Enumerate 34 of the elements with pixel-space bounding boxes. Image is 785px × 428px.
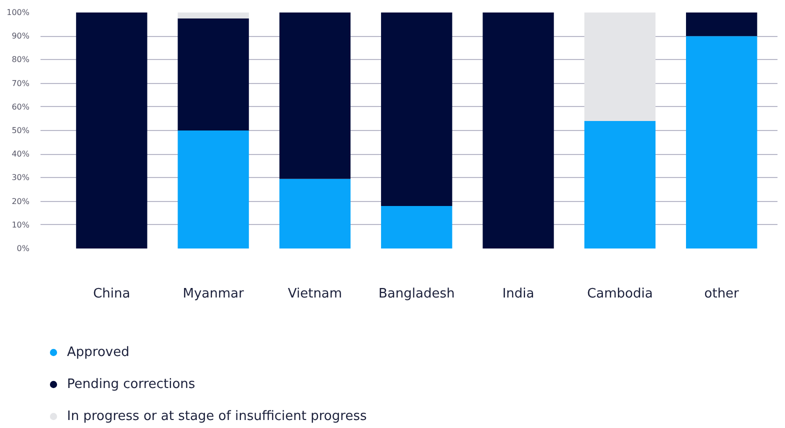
bar: [381, 206, 452, 248]
bar: [584, 12, 656, 122]
y-tick-label: 30%: [12, 173, 30, 182]
y-tick-label: 70%: [12, 78, 30, 88]
x-tick-label: other: [704, 286, 740, 302]
bar: [178, 12, 249, 18]
y-tick-label: 10%: [12, 220, 30, 230]
y-tick-label: 20%: [12, 196, 30, 206]
x-tick-label: Vietnam: [288, 286, 342, 302]
bar: [686, 36, 758, 248]
bar: [686, 12, 758, 36]
x-tick-label: Cambodia: [587, 286, 653, 302]
y-tick-label: 60%: [12, 102, 30, 112]
y-tick-label: 90%: [12, 32, 30, 41]
x-tick-label: China: [93, 286, 130, 302]
bar: [178, 130, 249, 248]
bar: [178, 18, 249, 130]
bar: [381, 12, 452, 206]
y-tick-label: 80%: [12, 55, 30, 64]
bar: [279, 178, 351, 248]
x-tick-label: Myanmar: [182, 286, 245, 302]
legend-label: In progress or at stage of insufficient progress: [67, 408, 367, 426]
y-tick-label: 50%: [12, 126, 30, 135]
bar: [482, 12, 554, 248]
y-tick-label: 100%: [6, 8, 30, 17]
y-tick-label: 0%: [16, 244, 30, 253]
bar: [279, 12, 351, 179]
legend-label: Pending corrections: [67, 376, 196, 394]
bar: [76, 12, 148, 248]
legend-label: Approved: [67, 344, 130, 362]
x-tick-label: Bangladesh: [378, 286, 455, 302]
bar: [584, 121, 656, 248]
x-tick-label: India: [502, 286, 534, 302]
y-tick-label: 40%: [12, 150, 30, 159]
